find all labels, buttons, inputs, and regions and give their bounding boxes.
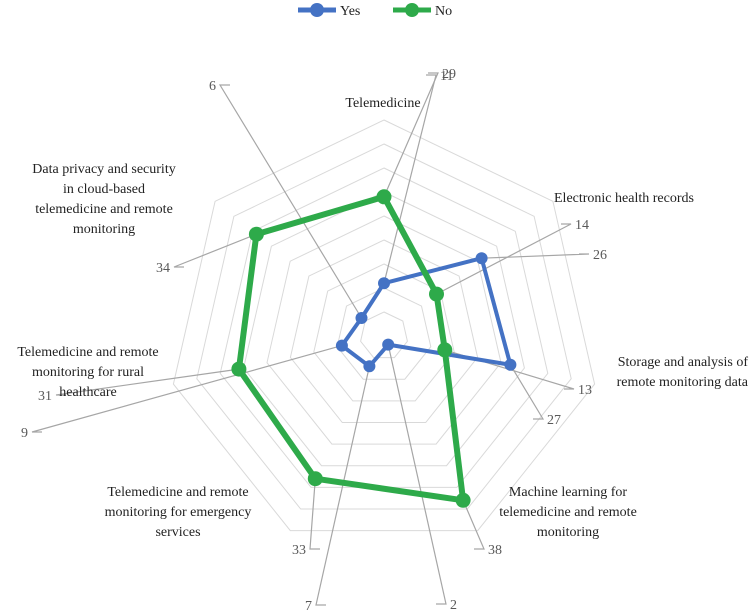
legend: Yes No: [298, 3, 452, 19]
data-point-yes[interactable]: [382, 338, 395, 351]
data-point-no[interactable]: [231, 361, 247, 377]
data-label-no: 33: [292, 543, 306, 558]
radar-grid: [172, 119, 596, 532]
category-label: Telemedicine: [345, 96, 420, 111]
data-label-leaders: [31, 72, 590, 606]
data-label-yes: 9: [21, 426, 28, 441]
category-label: Telemedicine and remote monitoring for em…: [105, 485, 252, 540]
data-point-yes[interactable]: [378, 277, 390, 290]
grid-ring: [313, 263, 455, 402]
category-label: Machine learning for telemedicine and rem…: [499, 485, 637, 540]
data-point-yes[interactable]: [363, 360, 376, 373]
series-layer: [231, 189, 517, 508]
leader-line: [436, 223, 572, 295]
leader-line: [309, 478, 320, 550]
data-point-no[interactable]: [455, 492, 471, 508]
series-no: [231, 189, 471, 508]
legend-label-yes: Yes: [340, 4, 360, 19]
data-label-yes: 2: [450, 598, 457, 613]
grid-ring: [336, 287, 432, 380]
grid-ring: [196, 143, 572, 510]
data-label-yes: 26: [593, 248, 607, 263]
data-point-no[interactable]: [429, 286, 444, 302]
series-line-no: [235, 193, 467, 504]
grid-ring: [266, 215, 502, 445]
data-point-yes[interactable]: [355, 312, 368, 324]
data-label-yes: 27: [547, 413, 561, 428]
legend-item-no[interactable]: No: [393, 3, 452, 19]
leader-line: [481, 253, 590, 259]
series-yes: [335, 252, 517, 373]
leader-line: [55, 368, 239, 396]
data-point-yes[interactable]: [335, 339, 348, 352]
category-labels: Telemedicine Electronic health records Sto…: [17, 96, 748, 540]
data-label-yes: 11: [440, 69, 453, 84]
data-label-no: 34: [156, 261, 170, 276]
category-label: Data privacy and security in cloud-based t…: [32, 162, 175, 237]
data-point-no[interactable]: [376, 189, 392, 205]
legend-marker-yes: [310, 3, 324, 17]
data-point-no[interactable]: [307, 471, 323, 487]
data-label-no: 14: [575, 218, 589, 233]
leader-line: [315, 366, 370, 606]
data-point-no[interactable]: [437, 342, 453, 358]
leader-line: [383, 72, 439, 198]
legend-item-yes[interactable]: Yes: [298, 3, 360, 19]
data-label-no: 31: [38, 389, 52, 404]
data-point-no[interactable]: [248, 226, 264, 242]
leader-line: [173, 233, 257, 268]
leader-line: [509, 364, 545, 420]
leader-line: [218, 84, 363, 319]
data-label-yes: 6: [209, 79, 216, 94]
category-label: Telemedicine and remote monitoring for ru…: [17, 345, 158, 400]
data-point-yes[interactable]: [475, 252, 488, 265]
data-label-no: 13: [578, 383, 592, 398]
data-label-no: 29: [442, 67, 456, 82]
grid-ring: [172, 119, 596, 532]
legend-marker-no: [405, 3, 419, 17]
leader-line: [383, 74, 437, 284]
data-point-yes[interactable]: [504, 358, 517, 371]
data-label-no: 38: [488, 543, 502, 558]
category-label: Electronic health records: [554, 191, 694, 206]
category-label: Storage and analysis of remote monitoring…: [617, 355, 749, 390]
data-label-yes: 7: [305, 599, 312, 614]
legend-label-no: No: [435, 4, 452, 19]
grid-ring: [243, 191, 525, 467]
grid-ring: [360, 311, 408, 359]
leader-line: [387, 344, 447, 605]
leader-line: [462, 500, 485, 550]
grid-ring: [289, 239, 479, 423]
